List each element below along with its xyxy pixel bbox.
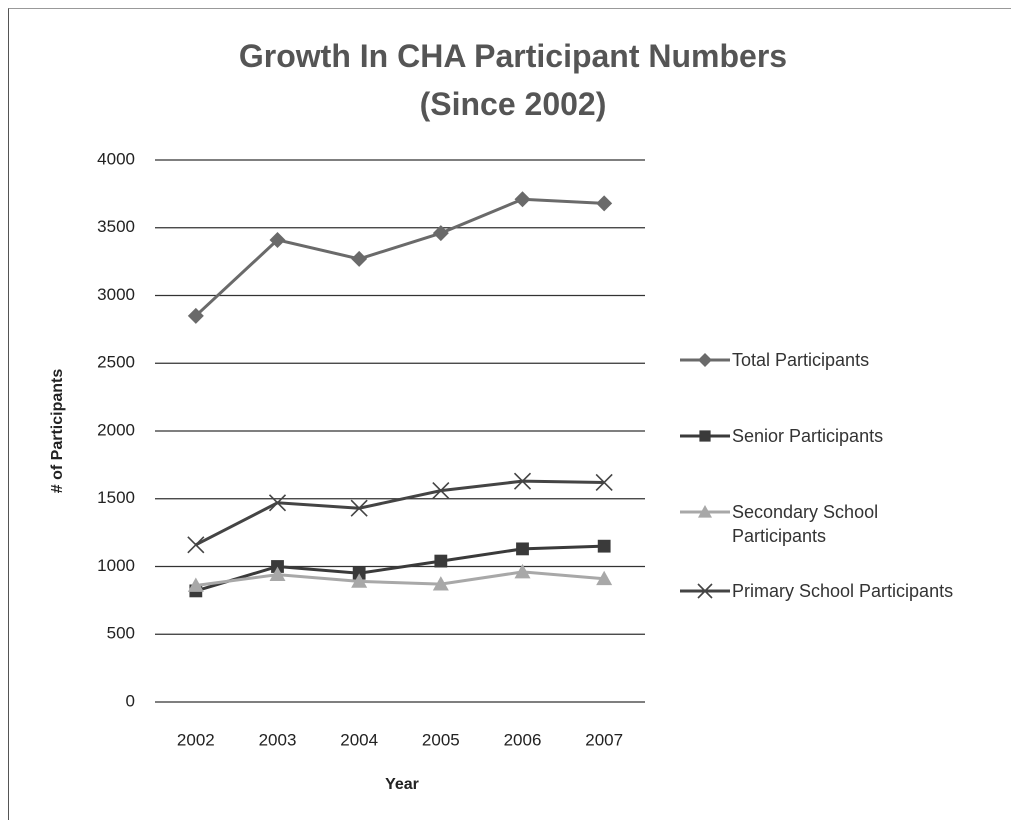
marker	[271, 560, 284, 573]
x-tick-label: 2006	[504, 730, 542, 749]
legend-swatch	[680, 505, 730, 518]
marker	[432, 576, 449, 591]
marker	[513, 472, 532, 490]
x-tick-label: 2002	[177, 730, 215, 749]
marker	[595, 473, 613, 492]
marker	[434, 554, 448, 568]
marker	[351, 250, 368, 267]
marker	[697, 583, 713, 599]
marker	[268, 494, 287, 512]
legend-item: Total Participants	[678, 348, 953, 372]
legend-swatch	[680, 353, 730, 367]
y-tick-label: 500	[107, 624, 135, 643]
legend-item: Primary School Participants	[678, 579, 953, 603]
series-line	[195, 479, 605, 547]
y-tick-label: 3000	[97, 285, 135, 304]
chart-title: Growth In CHA Participant Numbers (Since…	[238, 38, 788, 122]
y-tick-label: 2500	[97, 353, 135, 372]
legend-label: Total Participants	[732, 350, 870, 370]
marker	[596, 570, 613, 586]
y-tick-label: 1500	[97, 488, 135, 507]
y-tick-label: 3500	[97, 217, 135, 236]
y-tick-label: 4000	[97, 149, 135, 168]
legend-item: Senior Participants	[678, 424, 953, 448]
x-tick-label: 2004	[340, 730, 378, 749]
marker	[269, 566, 286, 582]
marker	[596, 195, 613, 212]
x-tick-label: 2007	[585, 730, 623, 749]
legend-swatch	[680, 430, 730, 442]
marker	[699, 430, 711, 442]
frame	[8, 8, 1011, 820]
y-tick-label: 0	[126, 691, 135, 710]
legend-swatch	[680, 583, 730, 599]
series-line	[195, 570, 605, 587]
legend-label: Senior Participants	[732, 426, 884, 446]
marker	[698, 505, 712, 518]
marker	[514, 191, 531, 208]
marker	[351, 573, 368, 588]
marker	[514, 563, 531, 579]
y-axis-title: # of Participants	[49, 369, 66, 494]
legend-item: Secondary School Participants	[678, 500, 953, 548]
series-line	[194, 197, 605, 317]
marker	[516, 542, 529, 556]
marker	[432, 225, 449, 242]
legend-label: Secondary School Participants	[732, 502, 879, 546]
marker	[269, 231, 286, 248]
x-axis-title: Year	[385, 776, 419, 793]
legend: Total Participants Senior Participants Sec…	[678, 348, 953, 655]
series-line	[195, 544, 605, 593]
y-tick-label: 2000	[97, 420, 135, 439]
marker	[597, 539, 611, 553]
legend-label: Primary School Participants	[732, 581, 954, 601]
x-tick-label: 2003	[259, 730, 297, 749]
marker	[187, 307, 204, 324]
marker	[350, 499, 368, 517]
marker	[698, 353, 712, 367]
marker	[187, 536, 205, 554]
marker	[432, 482, 450, 500]
marker	[187, 577, 204, 592]
marker	[352, 566, 366, 580]
x-tick-label: 2005	[422, 730, 460, 749]
y-tick-label: 1000	[97, 556, 135, 575]
